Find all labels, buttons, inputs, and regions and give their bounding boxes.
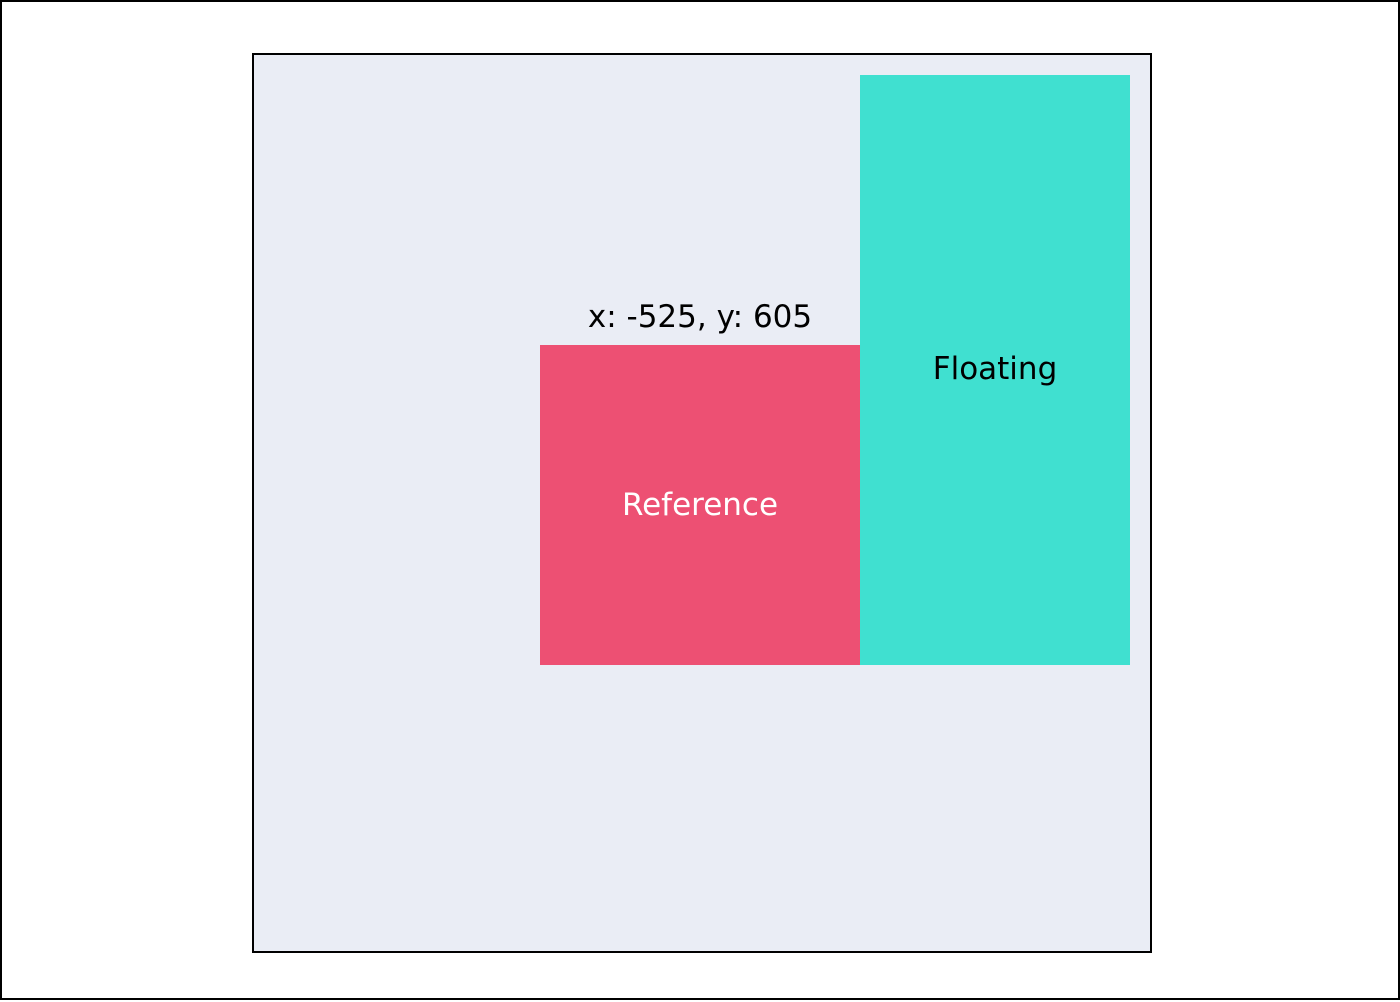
coordinates-readout: x: -525, y: 605: [587, 299, 813, 335]
scroll-container[interactable]: x: -525, y: 605 Reference Floating: [252, 53, 1152, 953]
reference-element[interactable]: Reference: [540, 345, 860, 665]
floating-element: Floating: [860, 75, 1130, 665]
floating-label: Floating: [932, 351, 1058, 387]
reference-label: Reference: [621, 487, 779, 523]
